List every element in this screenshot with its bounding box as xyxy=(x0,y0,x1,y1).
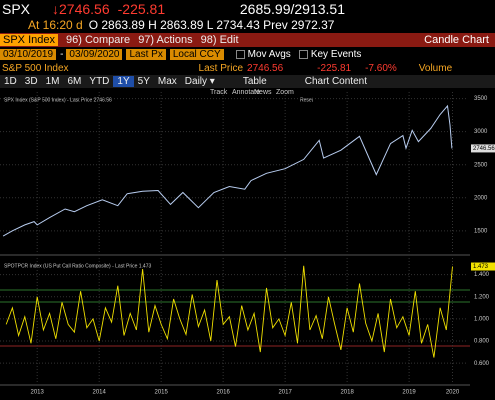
security[interactable]: SPX Index xyxy=(0,34,58,46)
price: ↓2746.56 xyxy=(52,1,110,17)
period-button[interactable]: 1D xyxy=(4,76,17,87)
y-tick-label: 1.400 xyxy=(474,272,490,278)
y-tick-label: 1500 xyxy=(474,228,488,234)
menu-bar: SPX Index 96) Compare 97) Actions 98) Ed… xyxy=(0,33,495,47)
x-tick-label: 2018 xyxy=(340,390,354,396)
series-line xyxy=(5,265,453,358)
period-button[interactable]: 6M xyxy=(67,76,82,87)
last-tag xyxy=(471,262,495,271)
last-label: Last Price xyxy=(198,62,244,74)
period-button[interactable]: 3D xyxy=(24,76,38,87)
y-tick-label: 1.000 xyxy=(474,316,490,322)
ohlc: O 2863.89 H 2863.89 L 2734.43 Prev 2972.… xyxy=(88,18,335,32)
security-name: S&P 500 Index xyxy=(2,62,69,74)
option[interactable]: Key Events xyxy=(310,49,362,60)
x-tick-label: 2015 xyxy=(154,390,168,396)
tool: Track xyxy=(210,89,228,96)
currency[interactable]: Local CCY xyxy=(169,49,224,60)
reset: Reset xyxy=(300,97,314,103)
net-change: -225.81 xyxy=(317,62,352,74)
pct-change: -7.60% xyxy=(365,62,397,74)
quote-detail: At 16:20 d O 2863.89 H 2863.89 L 2734.43… xyxy=(0,18,495,32)
frequency[interactable]: Daily ▾ xyxy=(184,76,215,87)
y-tick-label: 1.200 xyxy=(474,294,490,300)
end-date[interactable]: 03/09/2020 xyxy=(66,49,123,60)
period-bar: 1D 3D 1M 6M YTD 1Y 5Y Max Daily ▾ Table Chart Cont… xyxy=(0,75,495,88)
time: At 16:20 d xyxy=(28,18,83,32)
view-title: Candle Chart xyxy=(424,34,489,46)
info-bar: S&P 500 Index Last Price 2746.56 -225.81… xyxy=(0,62,495,74)
period-button[interactable]: 1M xyxy=(45,76,60,87)
table-button[interactable]: Table xyxy=(242,76,267,87)
range: 2685.99/2913.51 xyxy=(239,1,345,17)
y-tick-label: 3000 xyxy=(474,129,488,135)
last-price: 2746.56 xyxy=(247,62,284,74)
menu-item[interactable]: 97) Actions xyxy=(138,34,193,46)
period-button[interactable]: YTD xyxy=(89,76,110,87)
x-tick-label: 2014 xyxy=(92,390,106,396)
ticker: SPX xyxy=(2,1,31,17)
quote-bar: SPX ↓2746.56 -225.81 2685.99/2913.51 xyxy=(0,0,495,18)
tool: Annotate xyxy=(232,89,260,96)
y-tick-label: 0.600 xyxy=(474,361,490,367)
x-tick-label: 2020 xyxy=(446,390,460,396)
x-tick-label: 2016 xyxy=(216,390,230,396)
chart-content[interactable]: Chart Content xyxy=(304,76,367,87)
field[interactable]: Last Px xyxy=(126,49,166,60)
x-tick-label: 2019 xyxy=(402,390,416,396)
period-button[interactable]: Max xyxy=(157,76,177,87)
last-tag-label: 2746.56 xyxy=(473,146,495,152)
tool: News xyxy=(254,89,272,96)
chart-bg xyxy=(0,88,495,400)
y-tick-label: 2500 xyxy=(474,162,488,168)
menu-item[interactable]: 98) Edit xyxy=(200,34,239,46)
period-button[interactable]: 5Y xyxy=(137,76,150,87)
y-tick-label: 3500 xyxy=(474,96,488,102)
last-tag-label: 1.473 xyxy=(473,264,489,270)
y-tick-label: 0.800 xyxy=(474,339,490,345)
y-tick-label: 2000 xyxy=(474,195,488,201)
pane-title: SPX Index (S&P 500 Index) - Last Price 2… xyxy=(4,97,112,103)
series-line xyxy=(2,104,453,237)
menu-item[interactable]: 96) Compare xyxy=(65,34,131,46)
start-date[interactable]: 03/10/2019 xyxy=(0,49,57,60)
option[interactable]: Mov Avgs xyxy=(247,49,291,60)
x-tick-label: 2017 xyxy=(278,390,292,396)
change: -225.81 xyxy=(117,1,166,17)
volume-label: Volume xyxy=(418,62,453,74)
period-button[interactable]: 1Y xyxy=(113,76,134,87)
checkbox[interactable] xyxy=(235,50,245,59)
last-tag xyxy=(471,144,495,153)
settings-bar: 03/10/2019- 03/09/2020 Last Px Local CCY… xyxy=(0,48,495,61)
pane-title: SPOTPCR Index (US Put Call Ratio Composi… xyxy=(4,263,151,269)
x-tick-label: 2013 xyxy=(31,390,45,396)
checkbox[interactable] xyxy=(298,50,308,59)
